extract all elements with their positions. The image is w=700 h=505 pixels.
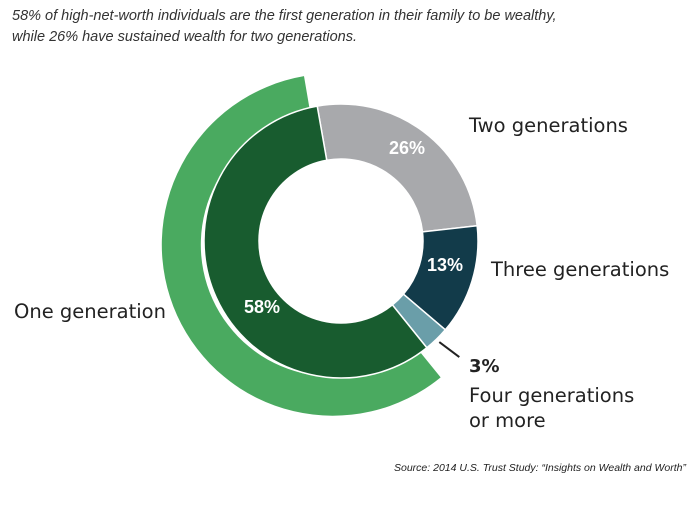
slice-one-generation [203, 105, 428, 379]
pct-label-three-generations: 13% [427, 255, 463, 275]
slice-two-generations [316, 103, 478, 233]
label-four-generations-line-2: or more [469, 409, 546, 432]
highlight-ring-one-generation [161, 76, 441, 416]
subtitle-line-1: 58% of high-net-worth individuals are th… [12, 8, 557, 24]
leader-line-four-generations [438, 341, 460, 358]
label-one-generation: One generation [14, 300, 166, 323]
label-three-generations: Three generations [491, 258, 670, 281]
pct-label-four-generations: 3% [469, 356, 500, 377]
label-two-generations: Two generations [469, 114, 628, 137]
pct-label-one-generation: 58% [244, 297, 280, 317]
chart-subtitle: 58% of high-net-worth individuals are th… [12, 6, 696, 48]
chart-source: Source: 2014 U.S. Trust Study: “Insights… [394, 462, 686, 474]
subtitle-line-2: while 26% have sustained wealth for two … [12, 29, 357, 45]
label-four-generations-line-1: Four generations [469, 384, 635, 407]
pct-label-two-generations: 26% [389, 138, 425, 158]
